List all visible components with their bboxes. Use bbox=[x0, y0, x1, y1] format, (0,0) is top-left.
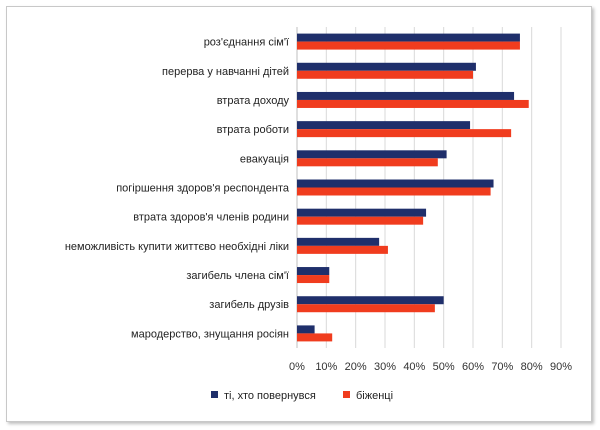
bar-returned-0 bbox=[297, 33, 520, 42]
bar-refugees-8 bbox=[297, 275, 330, 284]
category-label: мародерство, знущання росіян bbox=[131, 328, 289, 340]
category-label: втрата здоров'я членів родини bbox=[133, 212, 289, 224]
x-tick-label: 50% bbox=[433, 361, 455, 373]
x-tick-label: 40% bbox=[403, 361, 425, 373]
bar-refugees-1 bbox=[297, 70, 473, 79]
category-label: втрата роботи bbox=[217, 124, 289, 136]
x-tick-label: 70% bbox=[491, 361, 513, 373]
category-label: евакуація bbox=[240, 153, 289, 165]
bar-returned-10 bbox=[297, 325, 315, 334]
bar-returned-2 bbox=[297, 91, 515, 100]
bar-returned-3 bbox=[297, 121, 471, 130]
legend-label-refugees: біженці bbox=[356, 390, 393, 402]
legend-swatch-refugees bbox=[343, 391, 350, 398]
bar-refugees-0 bbox=[297, 41, 520, 50]
bar-refugees-3 bbox=[297, 129, 512, 138]
bar-refugees-10 bbox=[297, 333, 333, 342]
bar-refugees-6 bbox=[297, 216, 424, 225]
category-labels: роз'єднання сім'ї перерва у навчанні діте… bbox=[65, 37, 290, 341]
bar-returned-6 bbox=[297, 208, 427, 217]
bars bbox=[297, 33, 529, 342]
x-tick-label: 30% bbox=[374, 361, 396, 373]
category-label: загибель члена сім'ї bbox=[186, 270, 289, 282]
x-tick-label: 20% bbox=[345, 361, 367, 373]
bar-refugees-5 bbox=[297, 187, 491, 196]
x-tick-label: 90% bbox=[550, 361, 572, 373]
category-label: загибель друзів bbox=[209, 299, 289, 311]
x-tick-label: 10% bbox=[315, 361, 337, 373]
category-label: перерва у навчанні дітей bbox=[162, 66, 289, 78]
grid-lines bbox=[296, 27, 562, 348]
category-label: погіршення здоров'я респондента bbox=[116, 183, 290, 195]
legend: ті, хто повернувся біженці bbox=[211, 390, 393, 402]
bar-refugees-2 bbox=[297, 99, 529, 108]
category-label: втрата доходу bbox=[217, 95, 290, 107]
bar-returned-8 bbox=[297, 267, 330, 276]
x-tick-labels: 0% 10% 20% 30% 40% 50% 60% 70% 80% 90% bbox=[289, 361, 572, 373]
x-tick-label: 80% bbox=[521, 361, 543, 373]
category-label: роз'єднання сім'ї bbox=[204, 37, 289, 49]
bar-refugees-7 bbox=[297, 245, 388, 254]
x-tick-label: 60% bbox=[462, 361, 484, 373]
category-label: неможливість купити життєво необхідні лі… bbox=[65, 241, 289, 253]
bar-returned-9 bbox=[297, 296, 444, 305]
legend-label-returned: ті, хто повернувся bbox=[224, 390, 316, 402]
bar-returned-7 bbox=[297, 237, 380, 246]
bar-refugees-4 bbox=[297, 158, 438, 167]
x-tick-label: 0% bbox=[289, 361, 305, 373]
bar-returned-4 bbox=[297, 150, 447, 159]
bar-refugees-9 bbox=[297, 304, 435, 313]
bar-returned-1 bbox=[297, 62, 476, 71]
bar-returned-5 bbox=[297, 179, 494, 188]
legend-swatch-returned bbox=[211, 391, 218, 398]
